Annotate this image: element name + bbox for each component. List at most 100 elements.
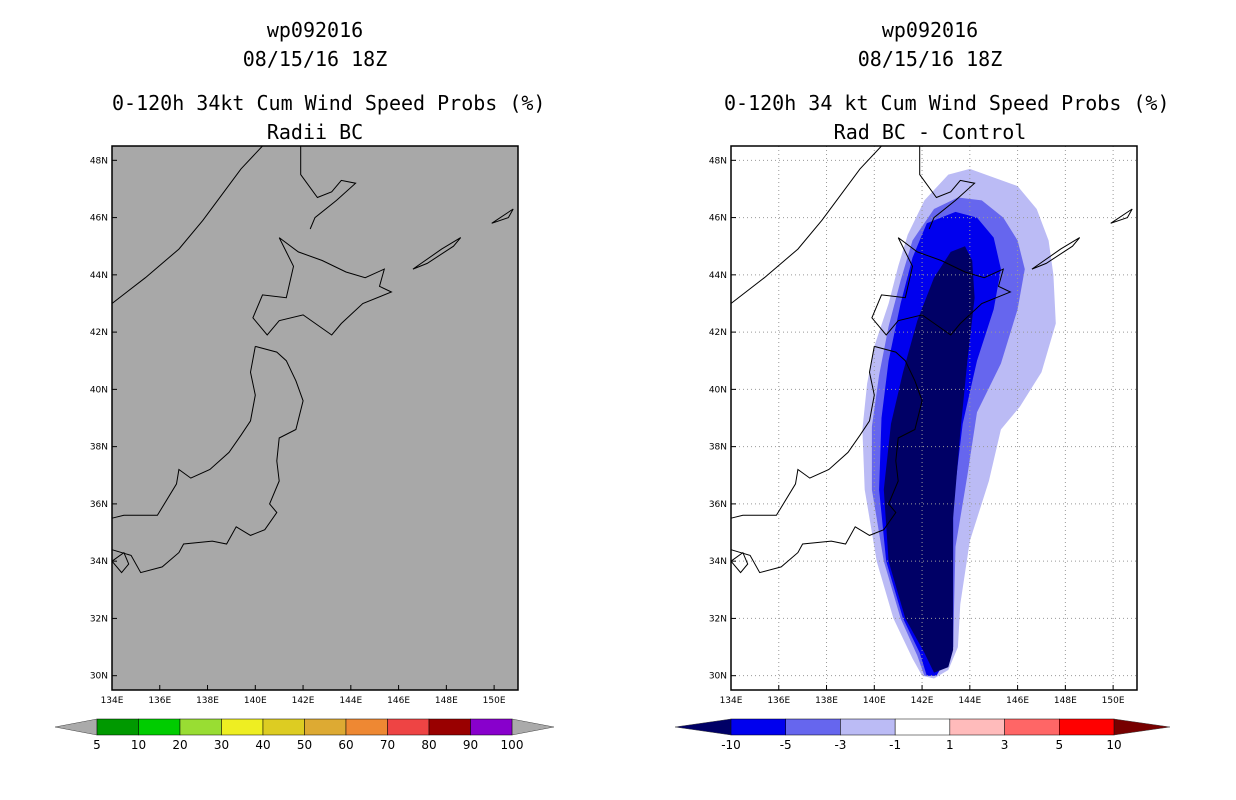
lat-tick-label: 32N <box>90 614 108 624</box>
lat-tick-label: 40N <box>90 385 108 395</box>
coastline <box>111 345 304 574</box>
colorbar-label: 5 <box>93 738 101 752</box>
coastline <box>412 237 462 270</box>
colorbar-label: 60 <box>338 738 353 752</box>
coastline <box>491 208 514 224</box>
colorbar-bin <box>345 718 388 736</box>
colorbar-bin <box>470 718 513 736</box>
colorbar-bin <box>304 718 347 736</box>
colorbar-label: 90 <box>463 738 478 752</box>
colorbar-label: 30 <box>214 738 229 752</box>
colorbar-bin <box>1059 718 1115 736</box>
right-product: 0-120h 34 kt Cum Wind Speed Probs (%) <box>724 91 1170 115</box>
lon-tick-label: 146E <box>387 696 410 706</box>
lat-tick-label: 34N <box>90 557 108 567</box>
lat-tick-label: 30N <box>90 672 108 682</box>
lat-tick-label: 42N <box>709 328 727 338</box>
map-background <box>112 146 518 690</box>
lon-tick-label: 150E <box>1102 696 1125 706</box>
lon-tick-label: 148E <box>435 696 458 706</box>
colorbar-bin <box>138 718 181 736</box>
lat-tick-label: 48N <box>709 156 727 166</box>
coastline <box>1110 208 1133 224</box>
left-colorbar: 5 10 20 30 40 50 60 70 80 90 100 <box>54 718 555 752</box>
colorbar-label: 50 <box>297 738 312 752</box>
colorbar-bin <box>428 718 471 736</box>
colorbar-label: 20 <box>172 738 187 752</box>
lat-tick-label: 44N <box>90 271 108 281</box>
colorbar-label: -1 <box>889 738 901 752</box>
lat-tick-label: 32N <box>709 614 727 624</box>
lat-tick-label: 44N <box>709 271 727 281</box>
colorbar-bin <box>1004 718 1060 736</box>
lon-tick-label: 138E <box>815 696 838 706</box>
colorbar-bin <box>96 718 139 736</box>
lon-tick-label: 134E <box>720 696 743 706</box>
lon-tick-label: 144E <box>339 696 362 706</box>
coastline <box>730 345 923 574</box>
colorbar-bin <box>785 718 841 736</box>
right-map-panel: 134E 136E 138E 140E 142E 144E 146E 148E 150E 48N 4… <box>709 145 1138 706</box>
colorbar-label: 10 <box>131 738 146 752</box>
coastline <box>730 346 875 519</box>
colorbar-label: 70 <box>380 738 395 752</box>
colorbar-bin <box>894 718 951 736</box>
map-frame <box>111 145 519 691</box>
coastline <box>730 145 882 304</box>
colorbar-bin <box>949 718 1005 736</box>
lat-tick-label: 48N <box>90 156 108 166</box>
left-datetime: 08/15/16 18Z <box>242 47 388 71</box>
contour-level--10 <box>883 246 975 673</box>
right-datetime: 08/15/16 18Z <box>857 47 1003 71</box>
colorbar-label: 1 <box>946 738 954 752</box>
coastline <box>871 237 1012 336</box>
right-panel-title: wp092016 08/15/16 18Z 0-120h 34 kt Cum W… <box>724 16 1170 147</box>
coastline <box>111 551 130 574</box>
colorbar-label: 100 <box>501 738 524 752</box>
coastline <box>111 145 263 304</box>
lat-tick-label: 38N <box>90 443 108 453</box>
lon-tick-label: 144E <box>958 696 981 706</box>
right-subtitle: Rad BC - Control <box>833 120 1027 144</box>
lon-tick-label: 136E <box>148 696 171 706</box>
left-map-panel: 134E 136E 138E 140E 142E 144E 146E 148E 150E 48N 4… <box>90 145 519 706</box>
lon-tick-label: 140E <box>244 696 267 706</box>
lon-tick-label: 142E <box>292 696 315 706</box>
colorbar-bin <box>221 718 264 736</box>
lon-tick-label: 136E <box>767 696 790 706</box>
left-subtitle: Radii BC <box>266 120 364 144</box>
lon-tick-label: 142E <box>911 696 934 706</box>
lon-tick-label: 138E <box>196 696 219 706</box>
colorbar-end-right <box>1113 718 1171 736</box>
colorbar-label: 3 <box>1001 738 1009 752</box>
left-panel-title: wp092016 08/15/16 18Z 0-120h 34kt Cum Wi… <box>112 16 545 147</box>
lon-tick-label: 146E <box>1006 696 1029 706</box>
colorbar-bin <box>730 718 786 736</box>
colorbar-bin <box>387 718 430 736</box>
colorbar-end-left <box>674 718 732 736</box>
lon-tick-label: 150E <box>483 696 506 706</box>
coastline <box>111 346 256 519</box>
colorbar-label: 10 <box>1106 738 1121 752</box>
lon-tick-label: 148E <box>1054 696 1077 706</box>
coastline <box>919 146 976 230</box>
colorbar-label: 80 <box>421 738 436 752</box>
colorbar-label: -3 <box>834 738 846 752</box>
colorbar-bin <box>840 718 896 736</box>
coastline <box>1031 237 1081 270</box>
colorbar-label: -5 <box>780 738 792 752</box>
lat-tick-label: 42N <box>90 328 108 338</box>
lat-tick-label: 38N <box>709 443 727 453</box>
lat-tick-label: 36N <box>709 500 727 510</box>
lat-tick-label: 30N <box>709 672 727 682</box>
left-storm-id: wp092016 <box>266 18 364 42</box>
right-colorbar: -10 -5 -3 -1 1 3 5 10 <box>674 718 1171 752</box>
colorbar-label: 5 <box>1055 738 1063 752</box>
lat-tick-label: 46N <box>90 214 108 224</box>
colorbar-bin <box>179 718 222 736</box>
colorbar-end-left <box>54 718 98 736</box>
map-frame <box>730 145 1138 691</box>
lat-tick-label: 34N <box>709 557 727 567</box>
colorbar-bin <box>262 718 305 736</box>
